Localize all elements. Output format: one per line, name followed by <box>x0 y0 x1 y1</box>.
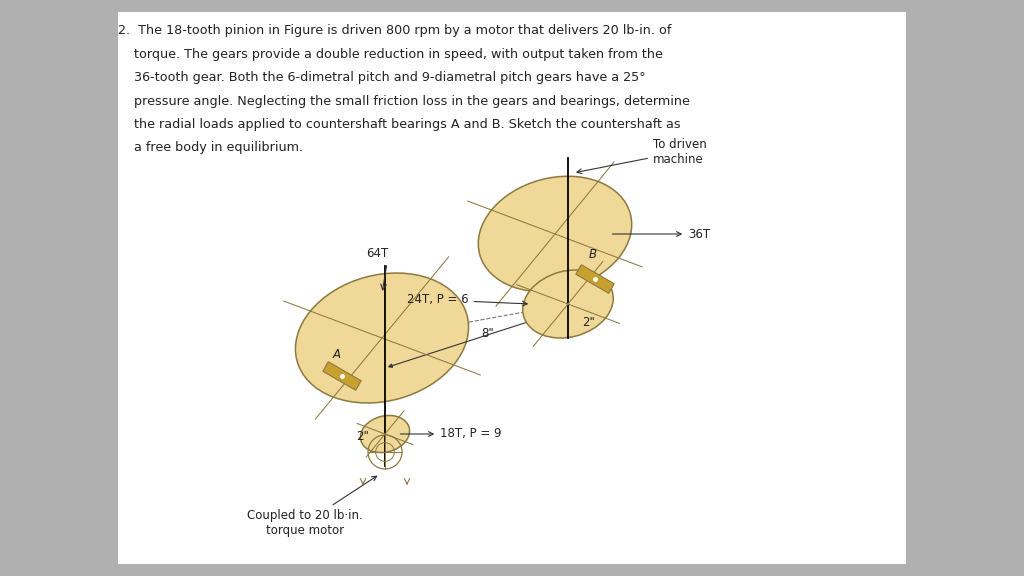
Text: 2": 2" <box>582 316 595 328</box>
Ellipse shape <box>296 273 469 403</box>
Text: 8": 8" <box>481 327 495 340</box>
Text: the radial loads applied to countershaft bearings A and B. Sketch the countersha: the radial loads applied to countershaft… <box>118 118 681 131</box>
Text: To driven
machine: To driven machine <box>577 138 707 173</box>
Text: 64T: 64T <box>366 247 388 260</box>
Text: 18T, P = 9: 18T, P = 9 <box>400 427 502 441</box>
Text: pressure angle. Neglecting the small friction loss in the gears and bearings, de: pressure angle. Neglecting the small fri… <box>118 94 690 108</box>
Ellipse shape <box>478 176 632 291</box>
Text: A: A <box>333 348 341 361</box>
Polygon shape <box>323 362 361 391</box>
Polygon shape <box>575 265 614 293</box>
Text: torque. The gears provide a double reduction in speed, with output taken from th: torque. The gears provide a double reduc… <box>118 47 663 60</box>
Text: B: B <box>589 248 597 261</box>
Text: 24T, P = 6: 24T, P = 6 <box>407 294 527 306</box>
Text: 2": 2" <box>356 430 369 443</box>
Text: 36T: 36T <box>612 228 710 241</box>
Text: Coupled to 20 lb·in.
torque motor: Coupled to 20 lb·in. torque motor <box>247 476 377 537</box>
Ellipse shape <box>360 415 410 453</box>
Ellipse shape <box>523 270 613 338</box>
Text: a free body in equilibrium.: a free body in equilibrium. <box>118 142 303 154</box>
Text: 2.  The 18-tooth pinion in Figure is driven 800 rpm by a motor that delivers 20 : 2. The 18-tooth pinion in Figure is driv… <box>118 24 672 37</box>
Text: 36-tooth gear. Both the 6-dimetral pitch and 9-diametral pitch gears have a 25°: 36-tooth gear. Both the 6-dimetral pitch… <box>118 71 645 84</box>
